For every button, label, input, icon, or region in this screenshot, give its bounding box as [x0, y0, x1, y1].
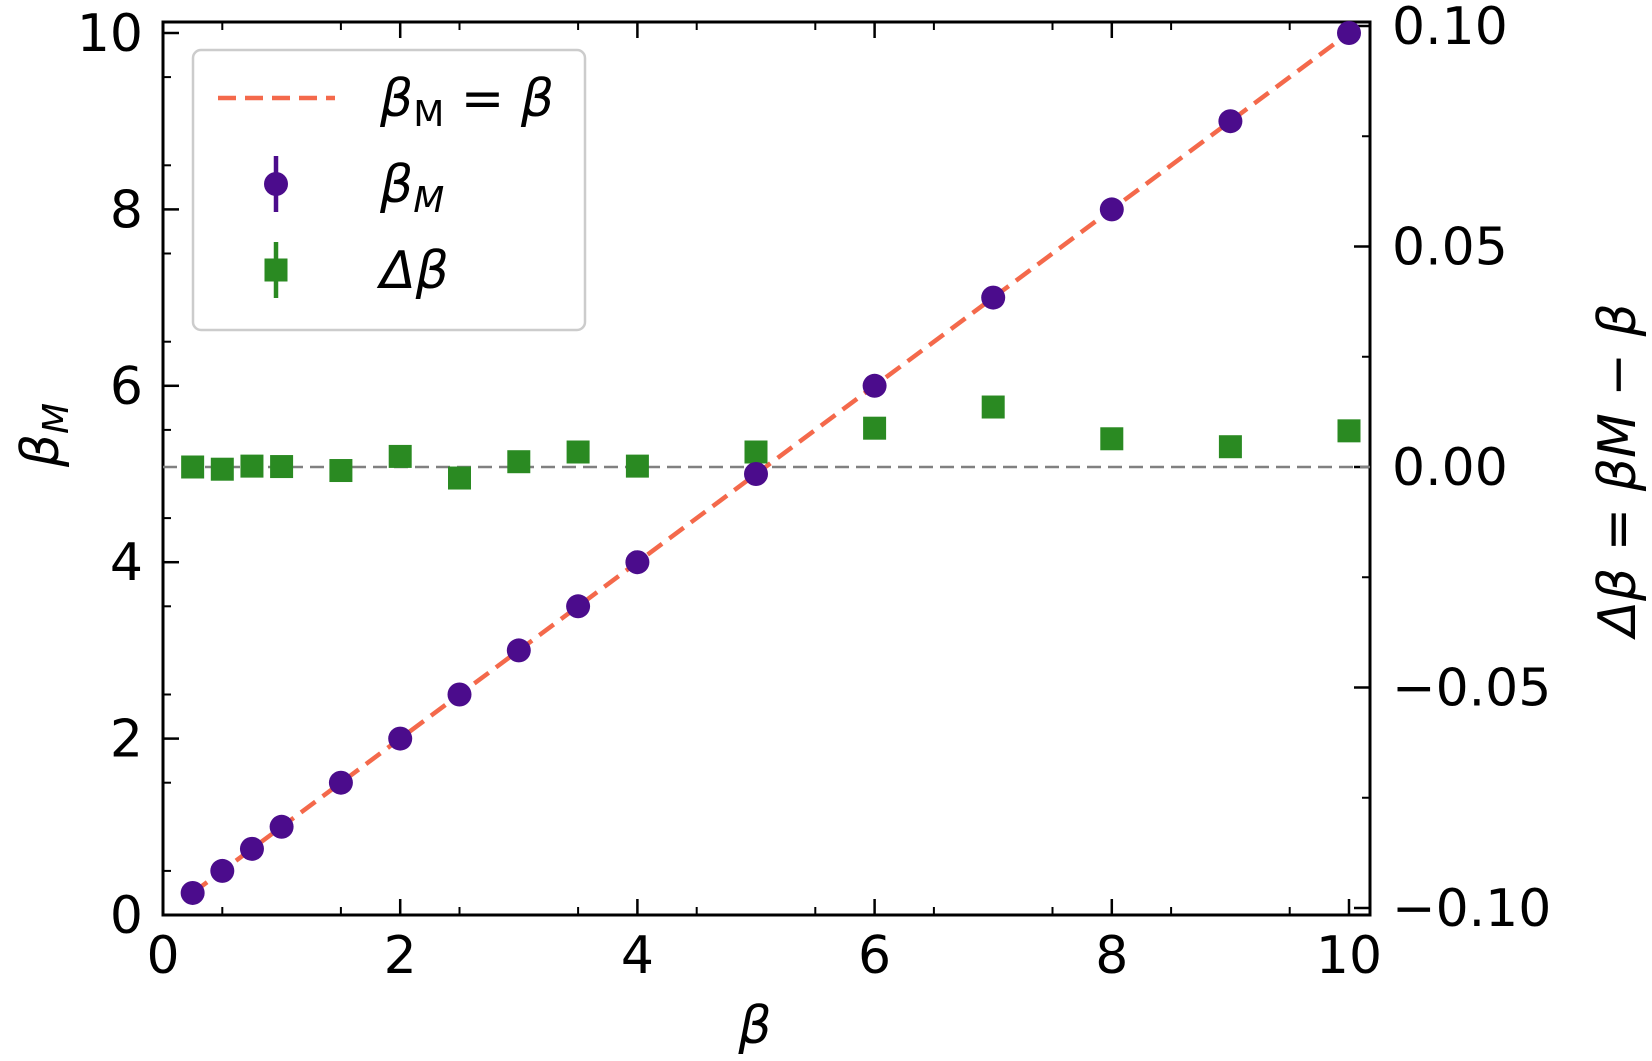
y-left-axis-title: βM	[11, 403, 77, 468]
beta-m-marker	[625, 550, 650, 575]
beta-m-marker	[744, 462, 768, 486]
beta-m-marker	[1337, 21, 1361, 45]
beta-m-marker	[210, 858, 235, 883]
y-left-tick-label: 2	[110, 710, 143, 770]
y-right-tick-label: 0.05	[1392, 218, 1508, 278]
y-left-tick-label: 0	[110, 886, 143, 946]
y-left-tick-label: 6	[110, 357, 143, 417]
x-tick-label: 10	[1316, 926, 1382, 986]
x-axis-title: β	[737, 996, 771, 1056]
y-left-tick-label: 10	[77, 4, 143, 64]
y-right-axis-title: Δβ = βM − β	[1588, 303, 1648, 640]
delta-beta-marker	[210, 457, 234, 481]
legend-label: Δβ	[376, 241, 449, 301]
legend-swatch-square	[264, 258, 288, 282]
legend-swatch-circle	[264, 172, 288, 196]
beta-m-marker	[506, 638, 531, 663]
y-right-tick-label: 0.10	[1392, 0, 1508, 57]
y-right-tick-label: −0.05	[1392, 659, 1551, 719]
y-left-tick-label: 8	[110, 180, 143, 240]
delta-beta-marker	[181, 455, 205, 479]
delta-beta-marker	[1337, 419, 1361, 443]
beta-m-marker	[862, 373, 887, 398]
beta-m-marker	[328, 770, 353, 795]
x-tick-label: 8	[1095, 926, 1128, 986]
beta-m-marker	[981, 285, 1006, 310]
delta-beta-marker	[1100, 427, 1124, 451]
beta-m-marker	[1218, 109, 1243, 134]
y-right-tick-label: 0.00	[1392, 438, 1508, 498]
legend-label: βM = β	[379, 69, 554, 135]
delta-beta-marker	[981, 395, 1005, 419]
beta-m-marker	[239, 836, 264, 861]
x-tick-label: 0	[146, 926, 179, 986]
legend-label: βM	[379, 155, 444, 221]
data-layer	[163, 21, 1370, 905]
delta-beta-marker	[863, 416, 887, 440]
legend-box	[191, 48, 587, 332]
beta-m-marker	[1099, 197, 1124, 222]
x-tick-label: 2	[384, 926, 417, 986]
delta-beta-marker	[507, 450, 531, 474]
legend: βM = β βM Δβ	[191, 48, 587, 332]
y-right-tick-label: −0.10	[1392, 879, 1551, 939]
plot-frame	[161, 20, 1372, 917]
delta-beta-marker	[625, 454, 649, 478]
beta-m-marker	[388, 726, 413, 751]
delta-beta-marker	[1218, 435, 1242, 459]
delta-beta-marker	[329, 459, 353, 483]
beta-m-marker	[180, 880, 205, 905]
beta-m-marker	[447, 682, 472, 707]
delta-beta-marker	[448, 466, 471, 490]
identity-reference-line	[191, 31, 1351, 895]
x-tick-label: 4	[621, 926, 654, 986]
delta-beta-marker	[566, 440, 590, 464]
beta-m-marker	[269, 814, 294, 839]
y-left-tick-label: 4	[110, 533, 143, 593]
delta-beta-marker	[388, 444, 412, 468]
x-tick-label: 6	[858, 926, 891, 986]
delta-beta-marker	[270, 455, 294, 479]
beta-m-marker	[566, 594, 591, 619]
delta-beta-marker	[744, 440, 768, 464]
delta-beta-marker	[240, 454, 264, 478]
